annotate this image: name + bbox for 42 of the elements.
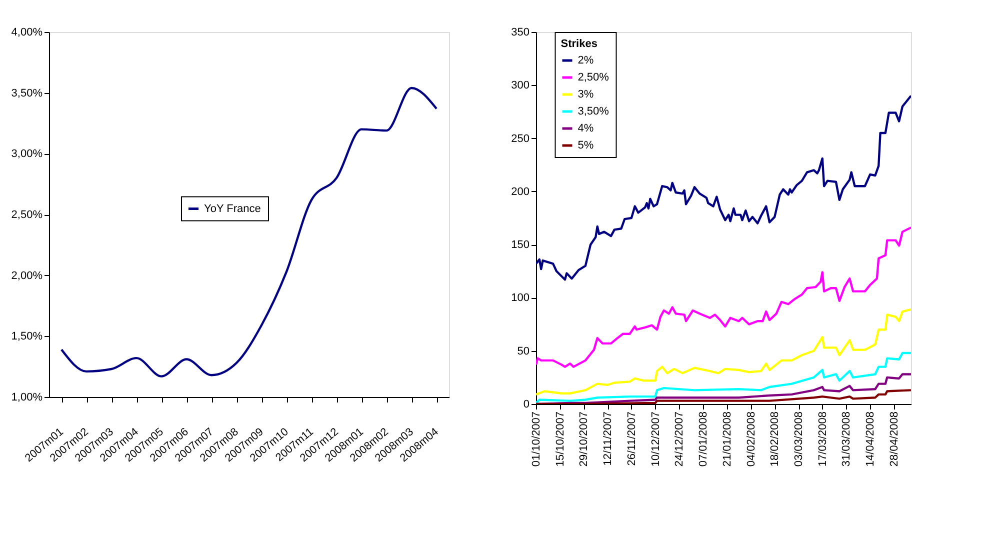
- x-tick-label: 04/02/2008: [745, 412, 758, 467]
- line-series: [60, 86, 438, 378]
- y-tick-label: 2,50%: [11, 209, 43, 221]
- x-tick-label: 03/03/2008: [793, 412, 805, 467]
- x-tick-label: 31/03/2008: [840, 412, 853, 467]
- x-tick-label: 01/10/2007: [530, 412, 542, 467]
- y-tick-label: 2,00%: [11, 270, 43, 282]
- x-tick-label: 17/03/2008: [816, 412, 829, 467]
- y-tick-label: 3,00%: [11, 148, 43, 160]
- y-tick-label: 300: [511, 80, 530, 92]
- x-tick-label: 24/12/2007: [674, 412, 686, 467]
- legend-label: 3%: [578, 88, 594, 100]
- line-series: [536, 226, 911, 368]
- legend-label: 2,50%: [578, 72, 610, 84]
- x-tick-label: 07/01/2008: [698, 412, 710, 467]
- y-tick-label: 3,50%: [11, 87, 43, 100]
- x-tick-label: 29/10/2007: [578, 412, 590, 467]
- y-tick-label: 0: [523, 398, 530, 410]
- x-tick-label: 10/12/2007: [650, 412, 662, 467]
- legend-label: 5%: [578, 140, 594, 152]
- y-tick-label: 250: [511, 132, 530, 145]
- y-tick-label: 1,50%: [11, 330, 43, 343]
- x-tick-label: 21/01/2008: [721, 412, 734, 467]
- legend-label: 4%: [578, 122, 594, 134]
- x-tick-label: 12/11/2007: [602, 412, 614, 466]
- x-tick-label: 18/02/2008: [769, 412, 782, 467]
- x-tick-label: 15/10/2007: [554, 412, 566, 467]
- y-tick-label: 1,00%: [11, 392, 43, 404]
- y-tick-label: 4,00%: [11, 26, 43, 38]
- y-tick-label: 200: [511, 186, 530, 198]
- line-series: [536, 308, 911, 396]
- x-tick-label: 28/04/2008: [888, 412, 900, 467]
- y-tick-label: 100: [511, 292, 530, 304]
- y-tick-label: 350: [511, 26, 530, 38]
- x-tick-label: 26/11/2007: [626, 412, 638, 466]
- legend-title: Strikes: [560, 38, 598, 50]
- y-tick-label: 50: [517, 345, 530, 358]
- legend-label: YoY France: [204, 202, 261, 215]
- legend-label: 3,50%: [578, 106, 610, 118]
- legend-label: 2%: [578, 54, 594, 66]
- x-tick-label: 14/04/2008: [864, 412, 877, 467]
- y-tick-label: 150: [511, 239, 530, 252]
